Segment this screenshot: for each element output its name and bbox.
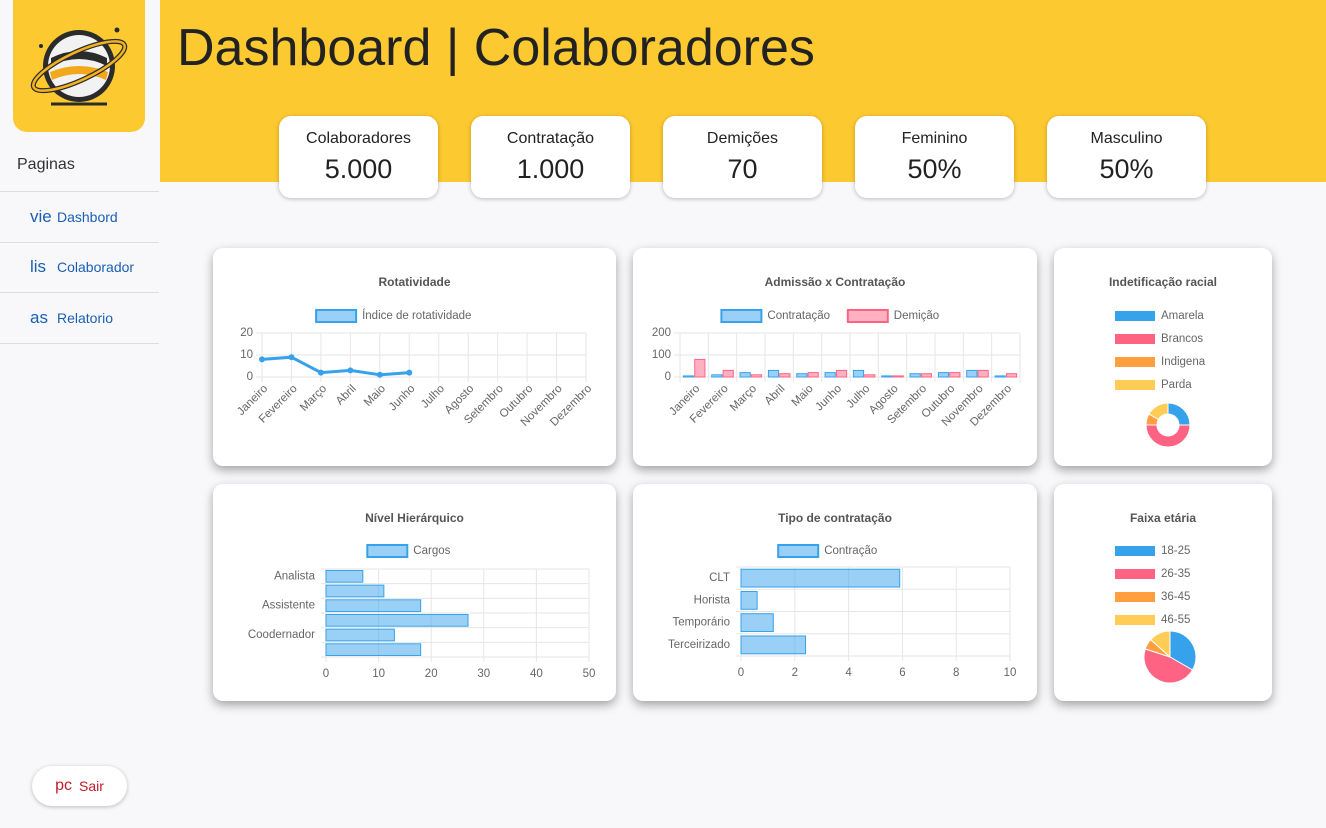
nav-label: Dashbord — [57, 209, 118, 225]
nav-item[interactable]: vie Dashbord — [30, 207, 118, 227]
kpi-value: 1.000 — [516, 154, 585, 184]
kpi-card: Colaboradores 5.000 — [279, 116, 438, 198]
kpi-card: Feminino 50% — [855, 116, 1014, 198]
divider — [0, 242, 159, 243]
logout-label: Sair — [79, 778, 104, 794]
nav-icon: as — [30, 308, 48, 327]
divider — [0, 343, 159, 344]
nav-label: Colaborador — [57, 259, 135, 275]
nav-icon: lis — [30, 257, 47, 276]
kpi-label: Colaboradores — [306, 130, 411, 147]
kpi-card: Demições 70 — [663, 116, 822, 198]
kpi-card: Contratação 1.000 — [471, 116, 630, 198]
logout-button[interactable]: pc Sair — [32, 766, 127, 806]
sidebar-section: Paginas — [17, 156, 75, 173]
kpi-label: Feminino — [901, 130, 968, 147]
kpi-value: 5.000 — [324, 154, 393, 184]
chart-card — [1054, 248, 1272, 466]
chart-card — [633, 484, 1037, 701]
logo[interactable] — [13, 0, 145, 132]
chart-card — [213, 248, 616, 466]
divider — [0, 292, 159, 293]
logo-icon — [30, 27, 128, 106]
page-title: Dashboard | Colaboradores — [177, 19, 815, 77]
kpi-value: 50% — [1099, 154, 1154, 184]
kpi-value: 70 — [727, 154, 758, 184]
kpi-card: Masculino 50% — [1047, 116, 1206, 198]
divider — [0, 191, 159, 192]
kpi-label: Masculino — [1090, 130, 1163, 147]
chart-card — [633, 248, 1037, 466]
chart-card — [1054, 484, 1272, 701]
nav-item[interactable]: as Relatorio — [30, 308, 113, 328]
kpi-label: Contratação — [506, 130, 595, 147]
chart-card — [213, 484, 616, 701]
nav-item[interactable]: lis Colaborador — [30, 257, 134, 277]
kpi-value: 50% — [907, 154, 962, 184]
nav-icon: vie — [30, 207, 52, 226]
logout-icon: pc — [55, 777, 72, 794]
kpi-label: Demições — [706, 130, 779, 147]
nav-label: Relatorio — [57, 310, 114, 326]
